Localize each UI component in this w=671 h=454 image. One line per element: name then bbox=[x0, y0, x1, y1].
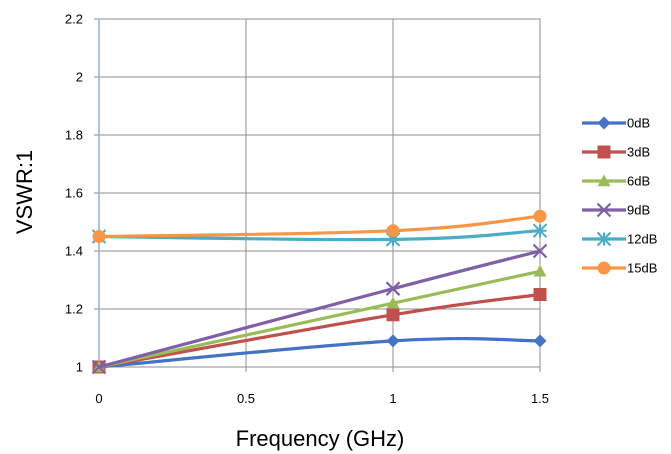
legend-label-15db: 15dB bbox=[627, 261, 657, 276]
data-point-3db bbox=[533, 288, 547, 301]
data-point-15db bbox=[533, 209, 547, 223]
legend-label-9db: 9dB bbox=[627, 203, 650, 218]
y-axis-ticks: 1 1.2 1.4 1.6 1.8 2 2.2 bbox=[65, 12, 99, 375]
series-line-6db bbox=[97, 269, 542, 369]
y-axis-title: VSWR:1 bbox=[12, 150, 37, 234]
legend-entry-15db: 15dB bbox=[582, 261, 657, 276]
data-point-9db bbox=[385, 281, 401, 296]
x-tick-label: 1.5 bbox=[531, 391, 549, 406]
series-line-15db bbox=[97, 214, 542, 239]
legend: 0dB 3dB 6dB 9dB 12dB 15dB bbox=[582, 116, 657, 276]
legend-marker-15db bbox=[597, 261, 611, 275]
legend-entry-12db: 12dB bbox=[582, 232, 657, 247]
series-9db bbox=[91, 243, 548, 375]
grid-lines bbox=[98, 18, 541, 368]
data-point-9db bbox=[91, 359, 107, 375]
data-point-0db bbox=[533, 334, 547, 348]
y-tick-label: 1.8 bbox=[65, 128, 83, 143]
series-15db bbox=[92, 209, 547, 243]
x-tick-label: 0.5 bbox=[237, 391, 255, 406]
legend-entry-3db: 3dB bbox=[582, 145, 650, 160]
series-line-0db bbox=[97, 336, 542, 369]
data-point-12db bbox=[532, 223, 548, 238]
series-line-9db bbox=[97, 249, 542, 369]
legend-entry-9db: 9dB bbox=[582, 203, 650, 218]
legend-entry-6db: 6dB bbox=[582, 174, 650, 189]
data-point-12db bbox=[385, 232, 401, 247]
data-point-6db bbox=[533, 264, 547, 277]
legend-label-0db: 0dB bbox=[627, 116, 650, 131]
series-line-3db bbox=[97, 292, 542, 369]
x-axis-title: Frequency (GHz) bbox=[236, 426, 405, 451]
legend-entry-0db: 0dB bbox=[582, 116, 650, 131]
y-tick-label: 1.4 bbox=[65, 244, 83, 259]
data-point-6db bbox=[386, 296, 400, 309]
y-tick-label: 1.2 bbox=[65, 302, 83, 317]
legend-marker-3db bbox=[597, 145, 611, 159]
x-axis-ticks: 0 0.5 1 1.5 bbox=[95, 367, 549, 406]
legend-marker-0db bbox=[597, 116, 611, 130]
legend-marker-9db bbox=[596, 202, 612, 218]
legend-marker-12db bbox=[596, 231, 612, 247]
legend-label-3db: 3dB bbox=[627, 145, 650, 160]
legend-label-12db: 12dB bbox=[627, 232, 657, 247]
legend-label-6db: 6dB bbox=[627, 174, 650, 189]
y-tick-label: 2 bbox=[76, 70, 83, 85]
data-point-15db bbox=[386, 224, 400, 238]
data-point-3db bbox=[386, 308, 400, 322]
x-tick-label: 1 bbox=[389, 391, 396, 406]
y-tick-label: 1.6 bbox=[65, 186, 83, 201]
series-line-12db bbox=[97, 229, 542, 242]
x-tick-label: 0 bbox=[95, 391, 102, 406]
data-point-0db bbox=[386, 334, 400, 348]
y-tick-label: 2.2 bbox=[65, 12, 83, 27]
data-point-15db bbox=[92, 230, 106, 243]
data-point-9db bbox=[532, 243, 548, 259]
legend-marker-6db bbox=[597, 174, 611, 187]
series-lines bbox=[91, 209, 548, 375]
y-tick-label: 1 bbox=[76, 360, 83, 375]
